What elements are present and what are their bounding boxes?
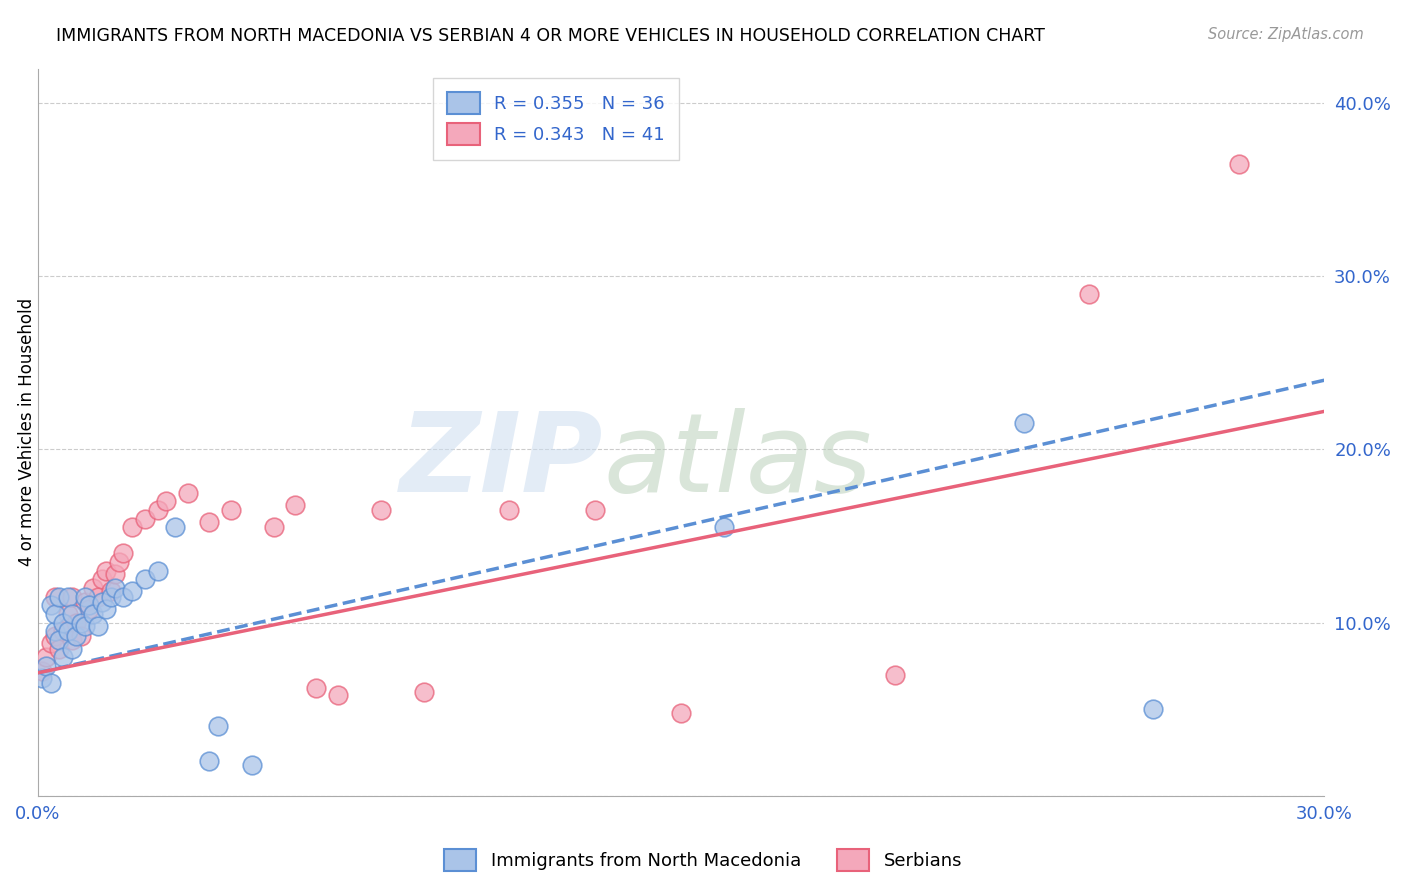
Legend: R = 0.355   N = 36, R = 0.343   N = 41: R = 0.355 N = 36, R = 0.343 N = 41 [433, 78, 679, 160]
Point [96, 601, 118, 615]
Point [31, 671, 53, 685]
Point [60, 632, 83, 647]
Point [39, 636, 62, 650]
Point [1012, 417, 1035, 431]
Point [104, 581, 127, 595]
Point [163, 520, 186, 534]
Point [52, 615, 75, 630]
Point [263, 520, 285, 534]
Point [69, 615, 91, 630]
Legend: Immigrants from North Macedonia, Serbians: Immigrants from North Macedonia, Serbian… [436, 842, 970, 879]
Point [60, 641, 83, 656]
Point [56, 607, 79, 621]
Point [146, 503, 169, 517]
Point [56, 624, 79, 639]
Point [326, 689, 349, 703]
Point [60, 590, 83, 604]
Text: ZIP: ZIP [401, 408, 603, 515]
Point [52, 650, 75, 665]
Text: Source: ZipAtlas.com: Source: ZipAtlas.com [1208, 27, 1364, 42]
Point [82, 581, 104, 595]
Point [82, 607, 104, 621]
Point [146, 564, 169, 578]
Point [100, 584, 122, 599]
Point [713, 520, 735, 534]
Point [48, 590, 70, 604]
Point [112, 546, 135, 560]
Y-axis label: 4 or more Vehicles in Household: 4 or more Vehicles in Household [18, 298, 35, 566]
Point [35, 650, 58, 665]
Point [370, 503, 392, 517]
Point [44, 630, 66, 644]
Point [219, 503, 242, 517]
Point [69, 630, 91, 644]
Point [207, 719, 229, 733]
Point [100, 590, 122, 604]
Point [44, 607, 66, 621]
Point [134, 512, 156, 526]
Point [96, 564, 118, 578]
Point [60, 607, 83, 621]
Point [48, 641, 70, 656]
Point [48, 632, 70, 647]
Point [134, 572, 156, 586]
Point [104, 567, 127, 582]
Point [65, 615, 87, 630]
Point [583, 503, 606, 517]
Point [1227, 157, 1250, 171]
Point [284, 498, 307, 512]
Point [73, 595, 96, 609]
Point [91, 595, 114, 609]
Point [198, 754, 221, 768]
Point [35, 659, 58, 673]
Text: IMMIGRANTS FROM NORTH MACEDONIA VS SERBIAN 4 OR MORE VEHICLES IN HOUSEHOLD CORRE: IMMIGRANTS FROM NORTH MACEDONIA VS SERBI… [56, 27, 1045, 45]
Point [87, 619, 110, 633]
Point [177, 485, 200, 500]
Point [91, 572, 114, 586]
Point [1142, 702, 1164, 716]
Point [121, 584, 143, 599]
Point [121, 520, 143, 534]
Point [1077, 286, 1099, 301]
Point [77, 601, 100, 615]
Point [112, 590, 135, 604]
Point [44, 590, 66, 604]
Point [884, 667, 907, 681]
Point [44, 624, 66, 639]
Point [39, 599, 62, 613]
Point [65, 630, 87, 644]
Point [31, 664, 53, 678]
Point [87, 590, 110, 604]
Point [73, 619, 96, 633]
Point [73, 590, 96, 604]
Point [39, 676, 62, 690]
Point [155, 494, 177, 508]
Point [52, 624, 75, 639]
Point [669, 706, 692, 720]
Point [412, 685, 434, 699]
Point [498, 503, 520, 517]
Point [77, 599, 100, 613]
Point [108, 555, 131, 569]
Point [240, 757, 263, 772]
Point [56, 590, 79, 604]
Text: atlas: atlas [603, 408, 873, 515]
Point [198, 515, 221, 529]
Point [305, 681, 328, 696]
